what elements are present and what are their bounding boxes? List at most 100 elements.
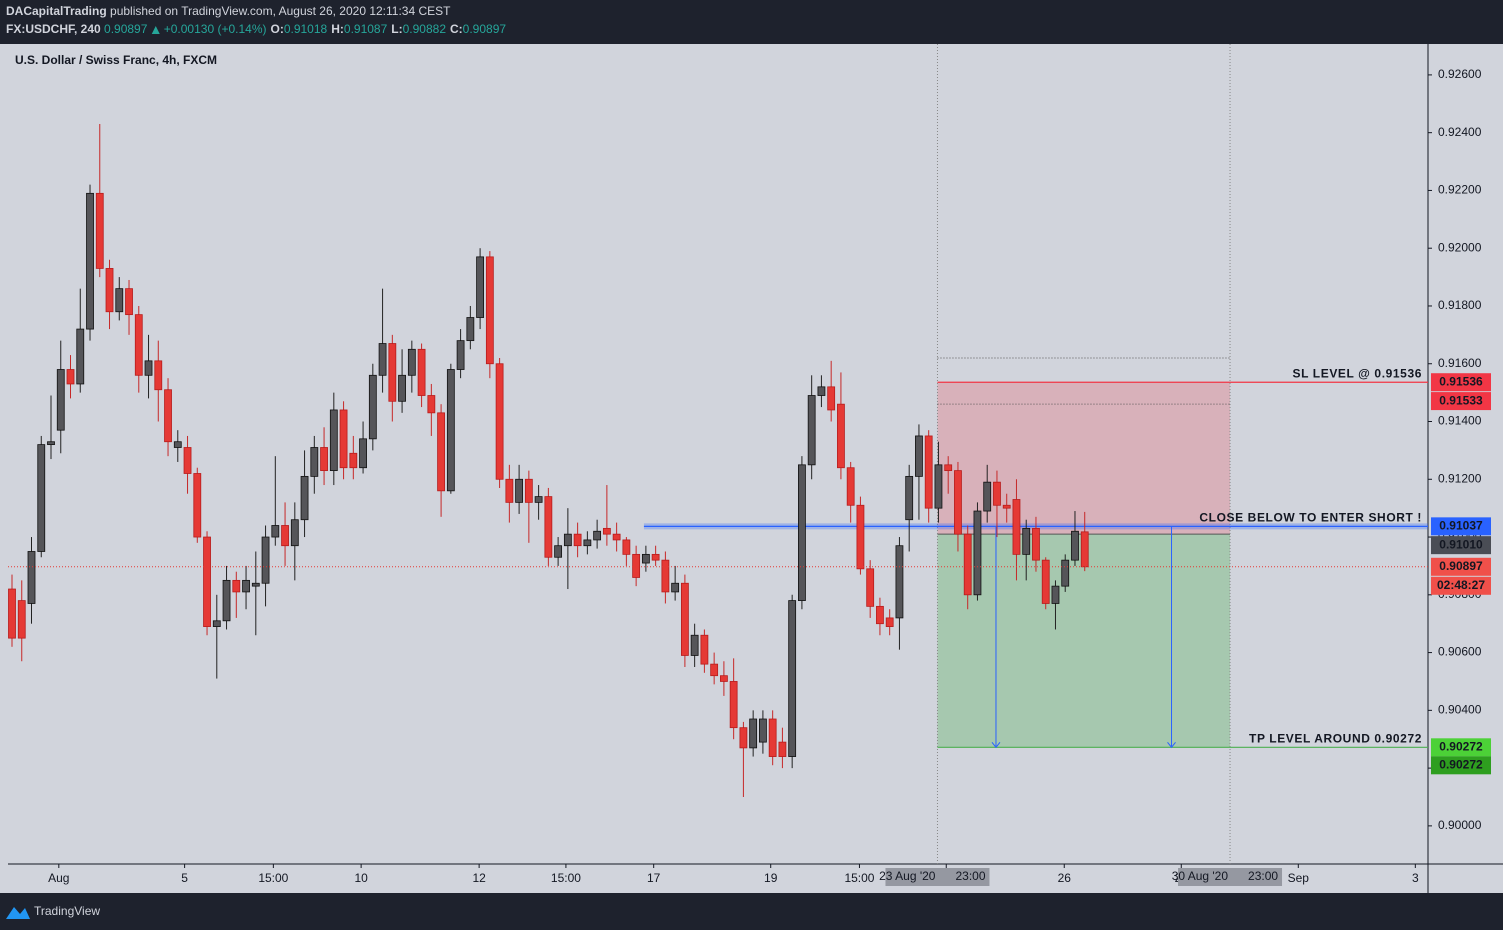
candle-body: [95, 192, 104, 269]
target-zone: [937, 534, 1231, 748]
candle-body: [115, 288, 124, 313]
candle-body: [895, 545, 904, 619]
candle-body: [437, 412, 445, 492]
candle-body: [76, 328, 85, 385]
candle-body: [125, 288, 133, 316]
candle-body: [983, 481, 992, 512]
candle-body: [651, 553, 660, 561]
candle-body: [378, 343, 387, 376]
candle-body: [1022, 527, 1031, 555]
candle-body: [934, 464, 943, 509]
y-tick-label: 0.92600: [1438, 67, 1482, 81]
candle-body: [885, 617, 894, 627]
candle-body: [798, 464, 806, 601]
candle-body: [573, 533, 582, 547]
price-badge-label: 0.91037: [1439, 519, 1483, 533]
candle-body: [242, 579, 250, 593]
price-badge: [1431, 557, 1491, 576]
candle-body: [359, 438, 367, 469]
quote-values: +0.00130 (+0.14%) O:0.91018 H:0.91087 L:0.9…: [164, 22, 507, 36]
price-badge: [1431, 373, 1491, 392]
candle-body: [739, 727, 748, 749]
ohlc-value: 0.91018: [284, 22, 328, 36]
price-badge-label: 0.90897: [1439, 559, 1483, 573]
candle-body: [954, 470, 962, 535]
price-badge: [1431, 392, 1491, 411]
candle-body: [729, 681, 738, 729]
x-tick-label: 10: [354, 871, 368, 885]
y-tick-label: 0.91200: [1438, 471, 1482, 485]
candle-body: [8, 588, 16, 639]
candle-body: [817, 386, 826, 396]
candle-body: [1002, 504, 1011, 509]
price-badge-label: 0.91010: [1439, 537, 1483, 551]
candle-body: [456, 340, 465, 370]
candle-body: [339, 409, 348, 469]
candle-body: [768, 718, 777, 757]
candle-body: [690, 634, 699, 656]
candle-body: [924, 435, 933, 509]
candle-body: [1071, 530, 1079, 561]
candle-body: [622, 539, 631, 555]
candle-body: [905, 475, 914, 521]
candle-body: [349, 452, 358, 469]
candle-body: [827, 386, 836, 411]
candle-body: [56, 369, 65, 431]
candle-body: [310, 447, 319, 477]
symbol: FX:USDCHF, 240: [6, 22, 101, 36]
candle-body: [398, 374, 406, 402]
candle-body: [407, 348, 416, 376]
candle-body: [271, 525, 280, 538]
price-badge-label: 0.90272: [1439, 757, 1483, 771]
candle-body: [164, 389, 172, 443]
range-label-date: 30 Aug '20: [1172, 869, 1229, 883]
footer-bar: [0, 893, 1503, 930]
ohlc-label: O:: [270, 22, 283, 36]
candle-body: [554, 545, 563, 558]
y-tick-label: 0.92200: [1438, 183, 1482, 197]
chart-title: U.S. Dollar / Swiss Franc, 4h, FXCM: [15, 53, 217, 67]
header-line-1: DACapitalTrading published on TradingVie…: [6, 4, 451, 18]
candle-body: [944, 464, 953, 472]
candle-body: [154, 360, 163, 391]
chart-background: [0, 44, 1503, 893]
range-label-date: 23 Aug '20: [879, 869, 936, 883]
countdown: 02:48:27: [1437, 578, 1485, 592]
candle-body: [368, 374, 377, 440]
candle-body: [1041, 559, 1050, 604]
candle-body: [515, 478, 524, 503]
x-tick-label: 15:00: [551, 871, 581, 885]
range-label-time: 23:00: [1248, 869, 1278, 883]
candle-body: [915, 435, 923, 477]
candle-body: [144, 360, 153, 376]
y-tick-label: 0.91800: [1438, 298, 1482, 312]
candle-body: [251, 582, 260, 587]
candle-body: [602, 527, 611, 535]
candle-body: [563, 533, 572, 547]
ohlc-value: 0.90882: [403, 22, 447, 36]
candle-body: [807, 395, 816, 466]
candle-body: [973, 510, 982, 596]
y-tick-label: 0.91600: [1438, 356, 1482, 370]
candle-body: [671, 582, 680, 593]
candle-body: [837, 403, 845, 469]
candle-body: [1032, 527, 1040, 561]
candle-body: [700, 634, 709, 665]
candle-body: [1012, 499, 1021, 555]
y-tick-label: 0.92000: [1438, 240, 1482, 254]
price-badge: [1431, 536, 1491, 555]
candle-body: [876, 605, 884, 625]
x-tick-label: 15:00: [844, 871, 874, 885]
level-text: TP LEVEL AROUND 0.90272: [1249, 731, 1422, 745]
candle-body: [417, 348, 426, 396]
last-price: 0.90897: [104, 22, 148, 36]
logo: [6, 907, 30, 919]
candle-body: [203, 536, 211, 627]
price-badge-label: 0.91533: [1439, 393, 1483, 407]
candle-body: [320, 447, 328, 472]
candle-body: [778, 741, 787, 757]
candle-body: [261, 536, 270, 584]
candle-body: [446, 369, 455, 492]
